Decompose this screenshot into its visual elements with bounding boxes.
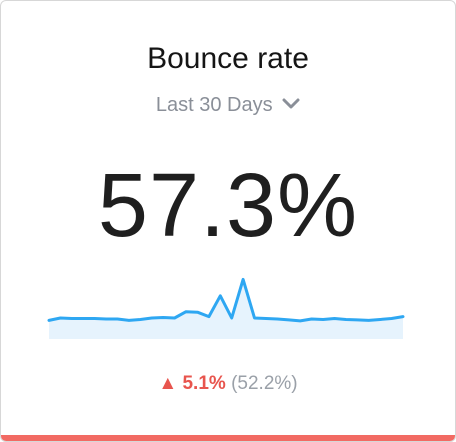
up-triangle-icon: ▲ xyxy=(158,373,178,394)
sparkline-chart xyxy=(47,277,405,339)
chevron-down-icon xyxy=(282,90,300,118)
change-value: 5.1% xyxy=(182,373,226,394)
change-indicator: ▲ 5.1% (52.2%) xyxy=(1,371,455,397)
date-range-label: Last 30 Days xyxy=(155,94,273,116)
card-title: Bounce rate xyxy=(147,42,309,75)
date-range-dropdown[interactable]: Last 30 Days xyxy=(1,91,455,119)
sparkline-line xyxy=(47,277,405,323)
bounce-rate-value: 57.3% xyxy=(97,156,359,256)
accent-bar xyxy=(1,435,455,441)
previous-value: (52.2%) xyxy=(231,373,298,394)
